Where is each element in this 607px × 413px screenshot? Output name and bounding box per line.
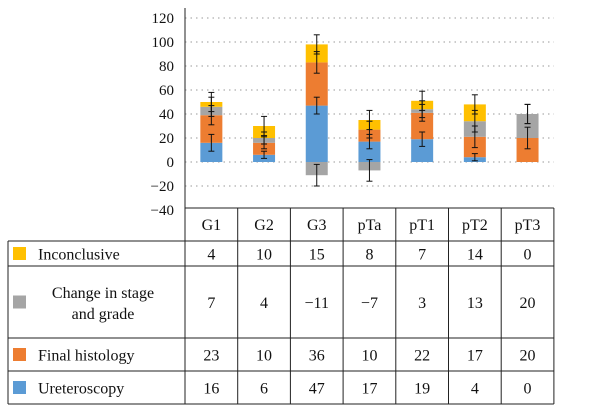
bar-segment	[200, 115, 223, 143]
cell-value: 17	[467, 348, 483, 365]
y-tick-label: 60	[159, 83, 174, 99]
category-label: pT2	[462, 217, 488, 234]
cell-value: 14	[467, 247, 483, 264]
y-tick-label: 120	[152, 11, 175, 27]
cell-value: 17	[361, 381, 377, 398]
y-tick-label: −40	[151, 203, 174, 219]
cell-value: 4	[471, 381, 479, 398]
cell-value: −7	[361, 295, 378, 312]
y-tick-label: 0	[167, 155, 175, 171]
cell-value: 4	[260, 295, 268, 312]
cell-value: 20	[520, 295, 536, 312]
legend-swatch	[13, 381, 26, 394]
cell-value: 3	[418, 295, 426, 312]
y-axis-ticks: 120 100 80 60 40 20 0 −20 −40	[151, 11, 174, 219]
bar-segment	[358, 141, 381, 162]
cell-value: 0	[524, 381, 532, 398]
cell-value: 4	[207, 247, 215, 264]
cell-value: 20	[520, 348, 536, 365]
data-table: G1 G2 G3 pTa pT1 pT2 pT3 Inconclusive 4 10 15 8 7 14 0…	[7, 8, 555, 405]
error-bars-layer	[208, 34, 531, 187]
category-label: G3	[307, 217, 327, 234]
bar-segment	[411, 139, 434, 162]
cell-value: 6	[260, 381, 268, 398]
cell-value: 36	[309, 348, 325, 365]
category-label: pTa	[358, 217, 382, 234]
y-tick-label: 80	[159, 59, 174, 75]
cell-value: 19	[414, 381, 430, 398]
bar-segment	[305, 105, 328, 162]
cell-value: 47	[309, 381, 325, 398]
row-label: Ureteroscopy	[38, 381, 124, 398]
bar-segment	[305, 62, 328, 106]
cell-value: 7	[418, 247, 426, 264]
y-tick-label: 40	[159, 107, 174, 123]
cell-value: 13	[467, 295, 483, 312]
category-label: G2	[254, 217, 274, 234]
cell-value: 8	[365, 247, 373, 264]
cell-value: 10	[361, 348, 377, 365]
category-label: pT3	[515, 217, 541, 234]
cell-value: 23	[203, 348, 219, 365]
legend-swatch	[13, 247, 26, 260]
cell-value: 22	[414, 348, 430, 365]
cell-value: 10	[256, 247, 272, 264]
cell-value: 15	[309, 247, 325, 264]
row-label: and grade	[72, 306, 135, 323]
legend-swatch	[13, 295, 26, 309]
bars-layer	[200, 44, 539, 176]
y-tick-label: 100	[152, 35, 175, 51]
cell-value: 7	[207, 295, 215, 312]
y-tick-label: −20	[151, 179, 174, 195]
category-label: pT1	[409, 217, 435, 234]
bar-segment	[516, 114, 539, 138]
cell-value: −11	[305, 295, 329, 312]
cell-value: 16	[203, 381, 219, 398]
category-label: G1	[202, 217, 222, 234]
row-label: Inconclusive	[38, 247, 120, 264]
y-tick-label: 20	[159, 131, 174, 147]
legend-swatch	[13, 348, 26, 361]
bar-segment	[200, 142, 223, 162]
cell-value: 0	[524, 247, 532, 264]
bar-segment	[411, 112, 434, 140]
bar-segment	[516, 138, 539, 162]
cell-value: 10	[256, 348, 272, 365]
grid-layer	[185, 17, 554, 187]
row-label: Change in stage	[52, 285, 154, 302]
row-label: Final histology	[38, 348, 134, 365]
